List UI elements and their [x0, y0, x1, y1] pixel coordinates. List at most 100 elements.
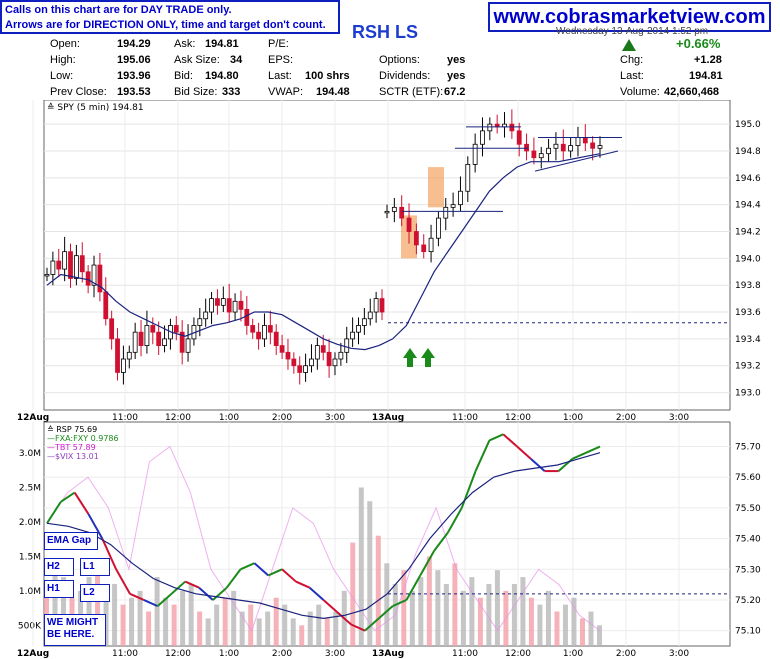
- volume-bar: [511, 583, 517, 646]
- price-plot-frame: [43, 100, 731, 411]
- volume-bar: [477, 597, 483, 646]
- volume-bar: [103, 594, 109, 646]
- candle-body: [314, 345, 320, 360]
- volume-bar: [129, 597, 135, 646]
- candle-body: [524, 143, 529, 152]
- ask-label: Ask:: [174, 38, 196, 50]
- volume-bar: [52, 563, 58, 646]
- rsp-segment: [46, 501, 62, 524]
- rsp-segment: [143, 599, 159, 608]
- volume-bar: [154, 577, 160, 646]
- low-label: Low:: [50, 70, 74, 82]
- quote-table: Open: 194.29 High: 195.06 Low: 193.96 Pr…: [0, 36, 780, 98]
- volume-bar: [307, 611, 313, 646]
- volume-bar: [290, 618, 296, 646]
- site-link[interactable]: www.cobrasmarketview.com: [488, 2, 771, 32]
- volume-bar: [273, 597, 279, 646]
- candle-body: [109, 318, 115, 340]
- candle-body: [553, 143, 559, 149]
- volume-bar: [248, 604, 254, 646]
- volume-bar: [460, 590, 466, 646]
- price-y-tick: 194.4: [735, 201, 761, 211]
- bid-value: 194.80: [205, 70, 239, 82]
- price-y-tick: 193.6: [735, 308, 761, 318]
- rsp-segment: [364, 617, 380, 632]
- candle-body: [103, 291, 109, 320]
- candle-body: [144, 325, 150, 346]
- ema-gap-tag: EMA Gap: [44, 532, 98, 550]
- rsp-segment: [350, 623, 366, 632]
- price-y-tick: 193.4: [735, 335, 761, 345]
- volume-bar: [562, 604, 568, 646]
- dividends-value: yes: [447, 70, 466, 82]
- candle-body: [480, 130, 485, 145]
- volume-bar: [231, 590, 237, 646]
- candle-body: [575, 137, 581, 147]
- rsp-segment: [253, 562, 269, 577]
- volume-y-tick-left: 2.5M: [19, 483, 41, 493]
- rsp-segment: [530, 458, 546, 472]
- price-y-tick: 194.6: [735, 174, 761, 184]
- volume-bar: [205, 618, 211, 646]
- note-line-1: Calls on this chart are for DAY TRADE on…: [5, 4, 232, 16]
- options-value: yes: [447, 54, 466, 66]
- candle-body: [115, 338, 120, 373]
- chart-area: 195.0 194.8 194.6 194.4 194.2 194.0 193.8 193.6…: [17, 100, 761, 659]
- candle-body: [379, 298, 385, 313]
- volume-bar: [469, 577, 475, 646]
- candle-body: [344, 338, 350, 353]
- candle-body: [250, 325, 256, 333]
- price-x-tick: 2:00: [616, 413, 636, 423]
- h1-tag: H1: [44, 580, 74, 598]
- price-y-tick: 193.2: [735, 362, 761, 372]
- buy-arrow-shaft: [407, 358, 413, 367]
- rsp-segment: [184, 580, 200, 589]
- volume-bar: [171, 604, 177, 646]
- candle-body: [185, 338, 191, 353]
- candle-body: [421, 244, 427, 253]
- volume-bar: [486, 583, 492, 646]
- candle-body: [320, 345, 326, 353]
- candle-body: [297, 365, 303, 373]
- candle-body: [85, 271, 91, 286]
- candle-body: [291, 358, 297, 367]
- price-title: ≙ SPY (5 min) 194.81: [47, 102, 144, 113]
- volume-bar: [282, 604, 288, 646]
- volume-bar: [537, 604, 543, 646]
- last-shares-value: 100 shrs: [305, 70, 350, 82]
- vwap-value: 194.48: [316, 86, 350, 98]
- indicator-y-tick-right: 75.50: [735, 504, 761, 514]
- candle-body: [97, 264, 103, 293]
- volume-bar: [571, 597, 577, 646]
- volume-bar: [222, 597, 228, 646]
- price-y-tick: 195.0: [735, 120, 761, 130]
- volume-bar: [401, 570, 407, 646]
- volume-bar: [61, 577, 67, 646]
- chg-label: Chg:: [620, 54, 644, 66]
- candle-body: [531, 150, 537, 159]
- volume-bar: [316, 604, 322, 646]
- indicator-y-tick-right: 75.40: [735, 535, 761, 545]
- indicator-y-tick-right: 75.20: [735, 596, 761, 606]
- candle-body: [361, 318, 367, 326]
- h2-tag: H2: [44, 558, 74, 576]
- candle-body: [326, 351, 332, 367]
- volume-bar: [112, 583, 118, 646]
- rsp-segment: [571, 451, 587, 460]
- rsp-segment: [336, 611, 352, 626]
- trading-note: Calls on this chart are for DAY TRADE on…: [0, 0, 340, 34]
- volume-y-tick-left: 3.0M: [19, 449, 41, 459]
- candle-body: [138, 331, 144, 347]
- price-y-tick: 193.8: [735, 281, 761, 291]
- pct-change: +0.66%: [676, 36, 721, 51]
- price-x-tick: 3:00: [325, 413, 345, 423]
- rsp-moving-average: [46, 452, 601, 620]
- candle-body: [458, 190, 463, 206]
- volume-y-tick-left: 1.5M: [19, 552, 41, 562]
- volume-bar: [375, 535, 381, 646]
- candle-body: [582, 137, 588, 144]
- rsp-segment: [73, 492, 90, 515]
- price-x-tick: 11:00: [452, 413, 478, 423]
- high-value: 195.06: [117, 54, 151, 66]
- volume-bar: [409, 590, 415, 646]
